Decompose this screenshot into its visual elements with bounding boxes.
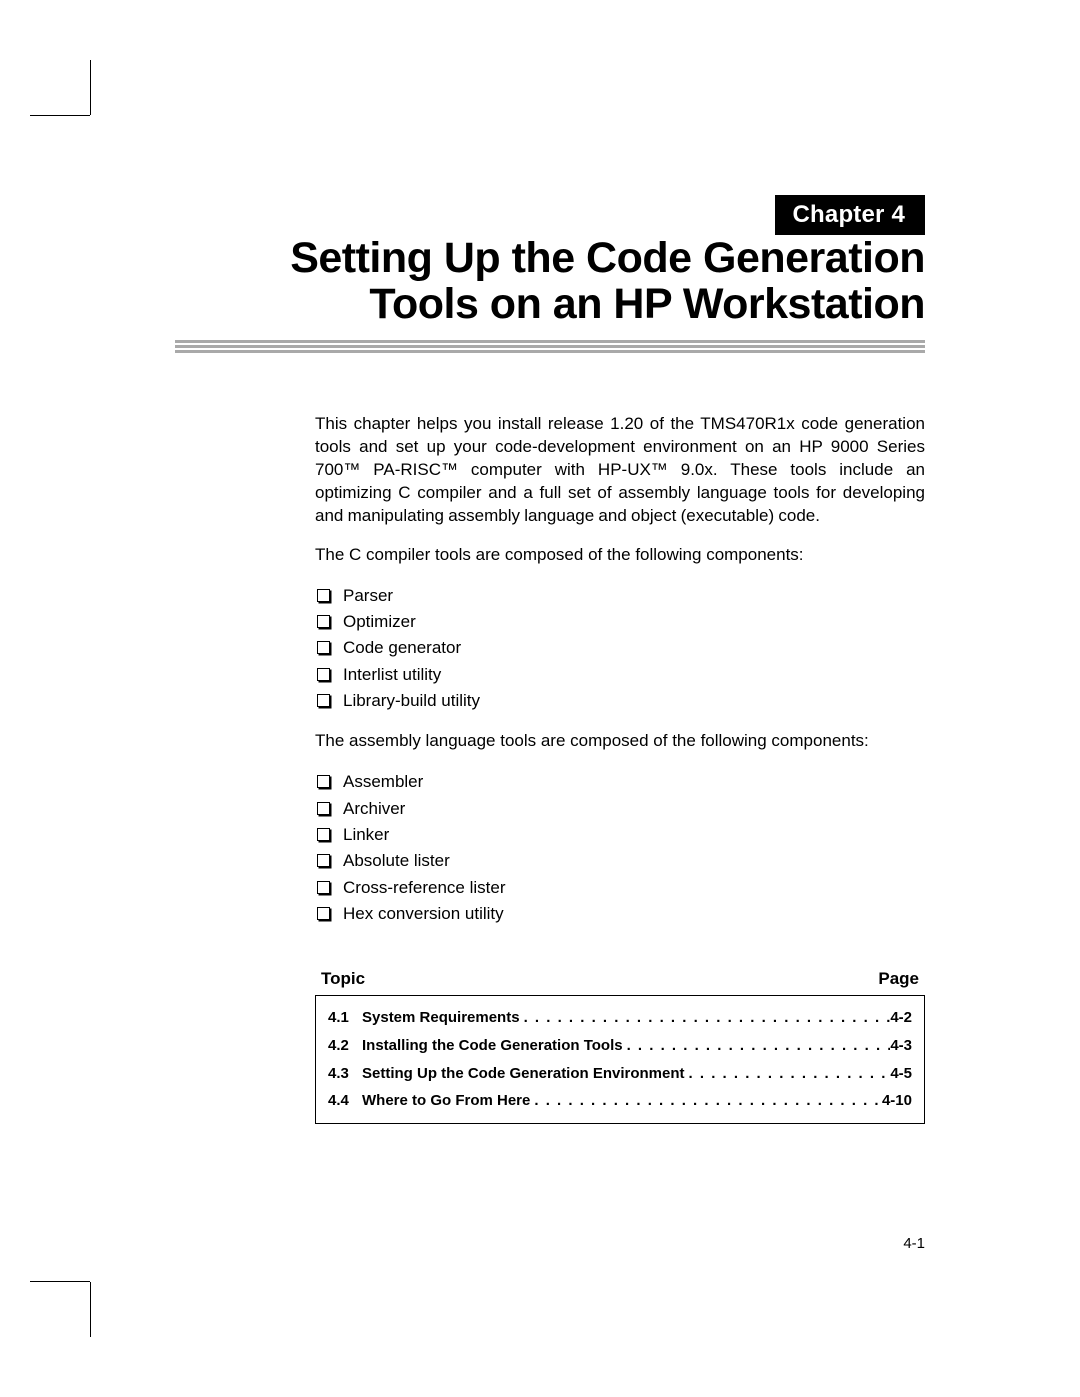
toc-header: Topic Page (315, 969, 925, 989)
chapter-title: Setting Up the Code Generation Tools on … (175, 235, 925, 328)
list-item: Library-build utility (315, 688, 925, 714)
crop-mark (90, 1282, 91, 1337)
crop-mark (90, 60, 91, 115)
toc-leader-dots (530, 1087, 882, 1115)
toc-title: Installing the Code Generation Tools (362, 1032, 623, 1060)
toc-number: 4.4 (328, 1087, 362, 1115)
toc-page-ref: 4-3 (890, 1032, 912, 1060)
page-content: Chapter 4 Setting Up the Code Generation… (175, 60, 925, 1124)
list-item: Hex conversion utility (315, 901, 925, 927)
title-line-2: Tools on an HP Workstation (369, 280, 925, 328)
document-page: Chapter 4 Setting Up the Code Generation… (0, 0, 1080, 1397)
toc-page-ref: 4-10 (882, 1087, 912, 1115)
table-of-contents: Topic Page 4.1System Requirements4-24.2I… (315, 969, 925, 1124)
compiler-components-list: ParserOptimizerCode generatorInterlist u… (315, 583, 925, 715)
toc-row: 4.3Setting Up the Code Generation Enviro… (328, 1060, 912, 1088)
toc-header-page: Page (878, 969, 919, 989)
intro-paragraph: This chapter helps you install release 1… (315, 413, 925, 528)
divider-triple (175, 340, 925, 353)
toc-title: Setting Up the Code Generation Environme… (362, 1060, 685, 1088)
list-item: Archiver (315, 796, 925, 822)
toc-page-ref: 4-2 (890, 1004, 912, 1032)
list-item: Interlist utility (315, 662, 925, 688)
toc-title: System Requirements (362, 1004, 520, 1032)
compiler-intro: The C compiler tools are composed of the… (315, 544, 925, 567)
list-item: Optimizer (315, 609, 925, 635)
list-item: Cross-reference lister (315, 875, 925, 901)
toc-row: 4.4Where to Go From Here 4-10 (328, 1087, 912, 1115)
toc-leader-dots (623, 1032, 891, 1060)
list-item: Parser (315, 583, 925, 609)
toc-title: Where to Go From Here (362, 1087, 530, 1115)
list-item: Code generator (315, 635, 925, 661)
crop-mark (30, 1281, 90, 1282)
list-item: Assembler (315, 769, 925, 795)
toc-leader-dots (520, 1004, 891, 1032)
list-item: Absolute lister (315, 848, 925, 874)
crop-mark (30, 115, 90, 116)
toc-row: 4.2Installing the Code Generation Tools 4… (328, 1032, 912, 1060)
assembly-intro: The assembly language tools are composed… (315, 730, 925, 753)
toc-leader-dots (685, 1060, 891, 1088)
toc-header-topic: Topic (321, 969, 365, 989)
toc-box: 4.1System Requirements4-24.2Installing t… (315, 995, 925, 1124)
assembly-components-list: AssemblerArchiverLinkerAbsolute listerCr… (315, 769, 925, 927)
page-number: 4-1 (903, 1235, 925, 1252)
toc-row: 4.1System Requirements 4-2 (328, 1004, 912, 1032)
body-text: This chapter helps you install release 1… (315, 413, 925, 927)
toc-number: 4.2 (328, 1032, 362, 1060)
toc-number: 4.1 (328, 1004, 362, 1032)
toc-number: 4.3 (328, 1060, 362, 1088)
toc-page-ref: 4-5 (890, 1060, 912, 1088)
chapter-badge: Chapter 4 (775, 195, 926, 235)
title-line-1: Setting Up the Code Generation (290, 234, 925, 282)
list-item: Linker (315, 822, 925, 848)
